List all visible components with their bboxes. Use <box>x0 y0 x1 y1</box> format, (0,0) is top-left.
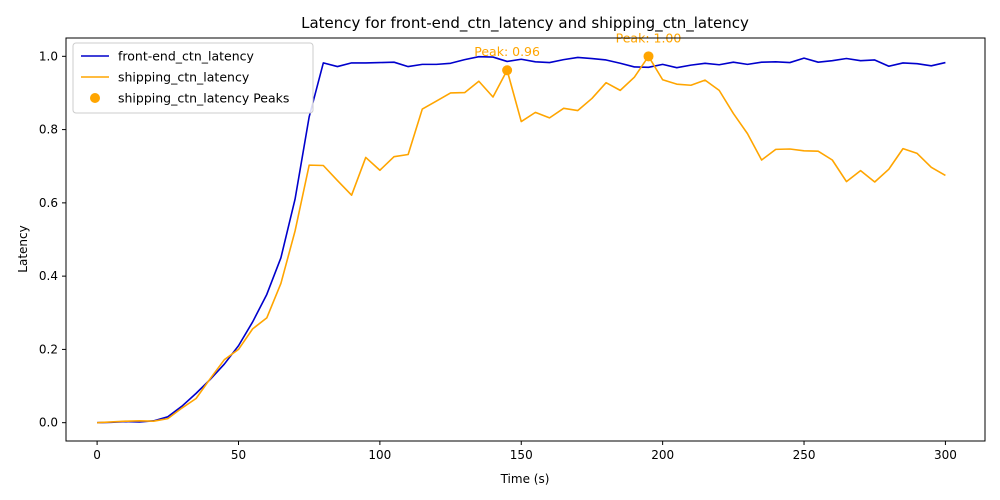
y-tick-label: 0.0 <box>39 416 58 430</box>
peak-marker <box>502 65 513 76</box>
peak-marker <box>643 51 654 62</box>
x-tick-label: 150 <box>510 448 533 462</box>
axes-frame <box>65 37 986 442</box>
x-tick-label: 250 <box>793 448 816 462</box>
x-tick-label: 300 <box>934 448 957 462</box>
chart-title: Latency for front-end_ctn_latency and sh… <box>301 14 749 33</box>
y-axis-label: Latency <box>16 225 30 272</box>
y-tick-label: 0.8 <box>39 123 58 137</box>
x-tick-label: 50 <box>231 448 246 462</box>
legend-box <box>72 42 314 114</box>
y-tick-label: 0.2 <box>39 342 58 356</box>
x-axis-label: Time (s) <box>500 472 550 486</box>
legend-entry-label: shipping_ctn_latency <box>118 70 250 85</box>
y-tick-label: 0.4 <box>39 269 58 283</box>
legend-entry-label: shipping_ctn_latency Peaks <box>118 91 289 106</box>
y-tick-label: 0.6 <box>39 196 58 210</box>
series-line-front-end_ctn_latency <box>97 55 946 424</box>
legend-entry-label: front-end_ctn_latency <box>118 49 255 64</box>
x-tick-label: 200 <box>651 448 674 462</box>
legend-swatch-marker <box>90 93 100 103</box>
axes: 0 50 100 150 200 250 300 0.0 0.2 0.4 0.6 0.8 1.0 <box>39 37 986 462</box>
x-tick-label: 100 <box>368 448 391 462</box>
series-line-shipping_ctn_latency <box>97 55 946 424</box>
legend: front-end_ctn_latency shipping_ctn_latenc… <box>72 42 314 114</box>
y-tick-label: 1.0 <box>39 49 58 63</box>
x-tick-label: 0 <box>93 448 101 462</box>
peak-annotation: Peak: 0.96 <box>474 44 540 59</box>
